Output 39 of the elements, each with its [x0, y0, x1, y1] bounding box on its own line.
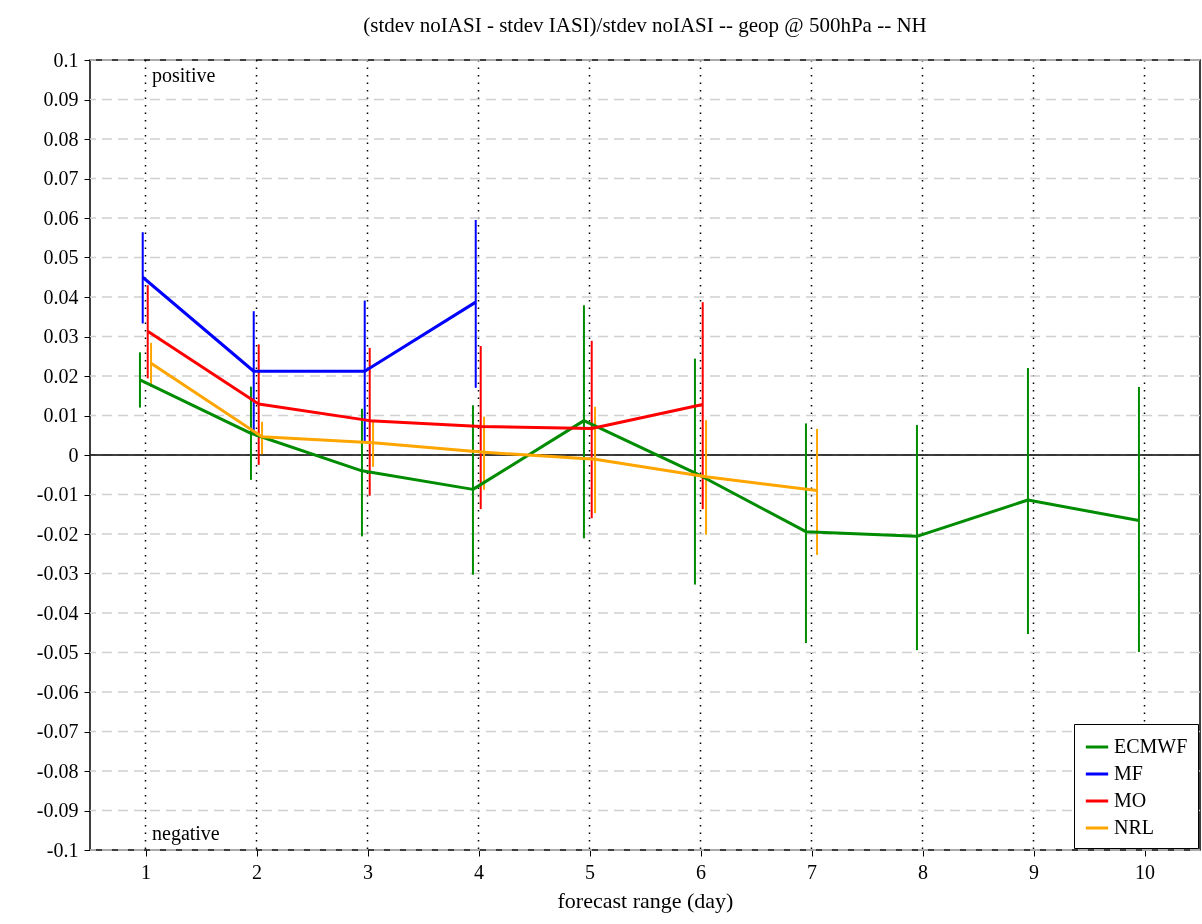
x-tick-label: 4	[474, 860, 484, 883]
x-tick-label: 10	[1135, 860, 1155, 883]
y-tick-label: 0.02	[43, 364, 79, 387]
x-tick-label: 6	[696, 860, 706, 883]
y-tick-label: 0.05	[43, 246, 79, 268]
y-tick-label: 0.08	[43, 127, 79, 150]
legend-label: ECMWF	[1114, 735, 1188, 757]
y-tick-label: 0.03	[43, 325, 79, 347]
annotation: positive	[152, 64, 216, 87]
x-axis-title: forecast range (day)	[557, 887, 734, 913]
y-tick-label: -0.02	[36, 522, 79, 545]
y-tick-label: 0.01	[43, 404, 79, 426]
legend-label: MF	[1114, 762, 1143, 784]
y-tick-label: -0.03	[36, 562, 79, 584]
legend-label: NRL	[1114, 816, 1154, 838]
y-tick-label: -0.1	[46, 838, 79, 861]
x-tick-label: 9	[1029, 860, 1039, 883]
y-tick-label: -0.08	[36, 759, 79, 782]
y-tick-label: 0.06	[43, 206, 79, 229]
chart-title: (stdev noIASI - stdev IASI)/stdev noIASI -- geop @ 500hPa -- NH	[363, 13, 927, 37]
x-tick-label: 8	[918, 860, 928, 883]
y-tick-label: 0.04	[43, 285, 79, 308]
x-tick-label: 5	[585, 860, 595, 883]
legend-label: MO	[1114, 789, 1147, 811]
y-tick-label: 0.1	[53, 48, 79, 71]
annotation: negative	[152, 822, 220, 845]
x-tick-label: 3	[363, 860, 373, 883]
y-tick-label: -0.06	[36, 680, 79, 703]
x-tick-label: 2	[252, 860, 262, 883]
x-tick-label: 1	[141, 860, 151, 883]
y-tick-label: 0.09	[43, 88, 79, 110]
y-tick-label: 0.07	[43, 167, 79, 189]
y-tick-label: 0	[68, 443, 79, 466]
y-tick-label: -0.09	[36, 799, 79, 821]
y-tick-label: -0.04	[36, 601, 79, 624]
y-tick-label: -0.07	[36, 720, 79, 742]
y-tick-label: -0.05	[36, 641, 79, 663]
x-tick-label: 7	[807, 860, 817, 883]
y-tick-label: -0.01	[36, 483, 79, 505]
